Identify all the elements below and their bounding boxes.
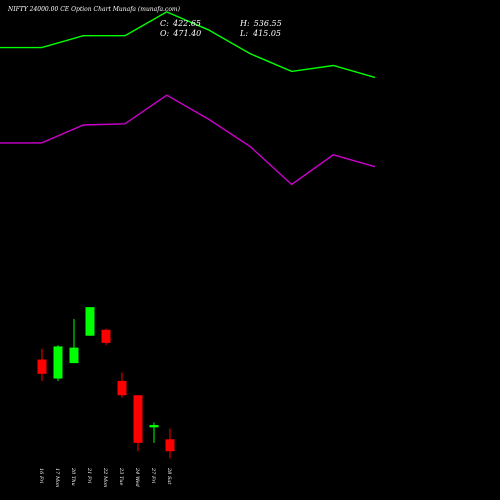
x-tick-label: 27 Fri [150,467,156,484]
candle-body [133,395,143,443]
x-tick-label: 22 Mon [102,467,108,487]
ohlc-right-panel: H: 536.55 L: 415.05 [240,19,282,39]
high-value: 536.55 [253,19,282,28]
x-tick-label: 17 Mon [54,468,60,487]
x-tick-label: 28 Sat [166,467,172,485]
lower-band-line [0,94,376,186]
low-row: L: 415.05 [240,29,282,39]
high-label: H: [240,19,250,28]
high-row: H: 536.55 [240,19,282,29]
x-tick-label: 21 Fri [86,467,92,484]
x-tick-label: 23 Tue [118,467,124,486]
candle-body [165,439,175,452]
open-value: 471.40 [173,29,202,38]
open-row: O: 471.40 [160,29,201,39]
chart-title: NIFTY 24000.00 CE Option Chart Munafa (m… [8,6,180,13]
open-label: O: [160,29,170,38]
candle-body [101,329,111,343]
candle-body [149,425,159,428]
x-tick-label: 20 Thu [70,467,76,486]
candles-group [37,307,175,459]
low-label: L: [240,29,249,38]
low-value: 415.05 [253,29,281,38]
x-tick-label: 24 Wed [134,467,140,487]
x-tick-label: 16 Fri [38,468,44,484]
close-row: C: 422.65 [160,19,201,29]
candle-body [37,359,47,374]
candle-body [117,380,127,396]
candle-body [85,307,95,336]
x-tick-labels: 16 Fri 17 Mon 20 Thu 21 Fri 22 Mon 23 Tue 24 W… [38,467,172,487]
upper-band-line [0,11,376,79]
candle-body [53,346,63,379]
ohlc-left-panel: C: 422.65 O: 471.40 [160,19,201,39]
candle-body [69,347,79,364]
close-value: 422.65 [173,19,201,28]
close-label: C: [160,19,169,28]
